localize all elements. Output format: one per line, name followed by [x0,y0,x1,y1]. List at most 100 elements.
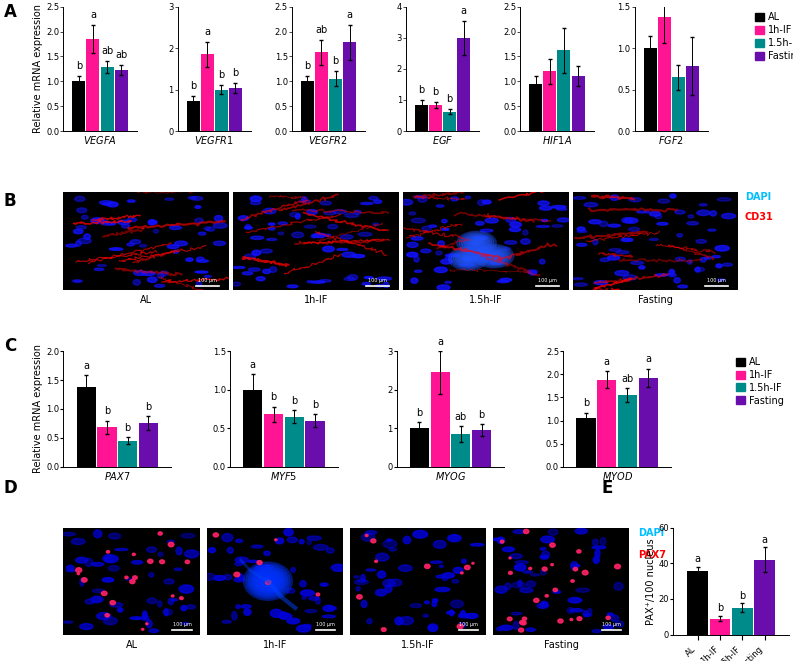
Polygon shape [100,201,113,204]
Polygon shape [233,266,245,268]
Polygon shape [354,576,359,578]
Polygon shape [573,567,578,571]
Polygon shape [696,239,707,243]
Polygon shape [614,582,623,590]
Polygon shape [110,601,116,605]
Bar [301,81,314,131]
Polygon shape [109,566,119,571]
Text: 100 μm: 100 μm [459,622,478,627]
Polygon shape [629,198,642,202]
Text: 1h-IF: 1h-IF [304,295,328,305]
Polygon shape [465,613,478,618]
Polygon shape [77,208,87,213]
Text: b: b [145,402,151,412]
Polygon shape [270,267,277,272]
Bar [443,112,456,131]
Polygon shape [275,538,284,544]
Text: ab: ab [115,50,127,60]
Polygon shape [191,196,203,200]
Polygon shape [465,565,470,570]
Text: E: E [601,479,612,497]
Polygon shape [284,529,293,536]
Polygon shape [182,622,189,625]
Polygon shape [300,200,312,203]
Text: a: a [695,555,701,564]
Polygon shape [377,571,385,578]
Polygon shape [263,208,276,214]
Polygon shape [376,590,387,596]
Polygon shape [328,607,336,610]
Polygon shape [134,270,145,276]
Polygon shape [291,568,296,572]
Polygon shape [367,619,372,624]
Polygon shape [117,607,123,612]
Polygon shape [375,560,377,563]
Polygon shape [362,282,370,285]
Polygon shape [446,254,459,256]
Polygon shape [575,283,588,286]
Polygon shape [479,247,486,252]
Polygon shape [149,572,154,577]
Polygon shape [67,569,75,572]
Polygon shape [304,625,311,627]
Bar [243,390,262,467]
Polygon shape [97,613,111,620]
Polygon shape [477,246,511,266]
Bar [686,66,699,131]
Text: ab: ab [101,46,113,56]
Polygon shape [541,570,546,575]
Polygon shape [320,201,331,205]
Polygon shape [130,617,143,619]
Polygon shape [452,580,458,583]
X-axis label: $\it{VEGFA}$: $\it{VEGFA}$ [83,134,117,146]
Polygon shape [486,251,502,261]
Polygon shape [500,625,513,630]
Polygon shape [541,602,548,607]
Polygon shape [377,277,392,280]
Polygon shape [573,196,586,200]
Polygon shape [257,561,262,564]
Polygon shape [457,231,496,254]
Bar [98,428,117,467]
Polygon shape [91,217,103,223]
Polygon shape [312,235,316,238]
Text: AL: AL [140,295,152,305]
Polygon shape [500,540,504,543]
Y-axis label: PAX⁺/100 nucleus: PAX⁺/100 nucleus [646,538,656,625]
Polygon shape [484,250,504,262]
Polygon shape [358,233,372,236]
Polygon shape [253,569,283,594]
Polygon shape [571,562,578,570]
Polygon shape [109,248,123,251]
Polygon shape [523,617,527,621]
Polygon shape [462,234,492,252]
Text: a: a [646,354,651,364]
Polygon shape [412,237,423,240]
Polygon shape [718,279,725,281]
Polygon shape [82,215,88,219]
Polygon shape [259,574,277,588]
Polygon shape [248,268,260,271]
Polygon shape [234,572,239,577]
Polygon shape [429,626,435,630]
Polygon shape [213,533,219,537]
Text: Fasting: Fasting [544,640,579,650]
Polygon shape [181,533,195,538]
Polygon shape [266,239,277,241]
Polygon shape [251,567,285,595]
Polygon shape [186,605,196,609]
Polygon shape [510,227,521,231]
Polygon shape [82,578,87,582]
Polygon shape [529,567,531,570]
Polygon shape [76,568,82,572]
Polygon shape [567,607,574,613]
Polygon shape [695,267,700,272]
Polygon shape [133,280,140,285]
Polygon shape [251,545,263,548]
Bar [458,38,470,131]
Polygon shape [431,561,442,563]
Polygon shape [674,278,680,283]
Polygon shape [348,274,358,280]
Polygon shape [103,555,113,563]
Polygon shape [432,602,437,607]
